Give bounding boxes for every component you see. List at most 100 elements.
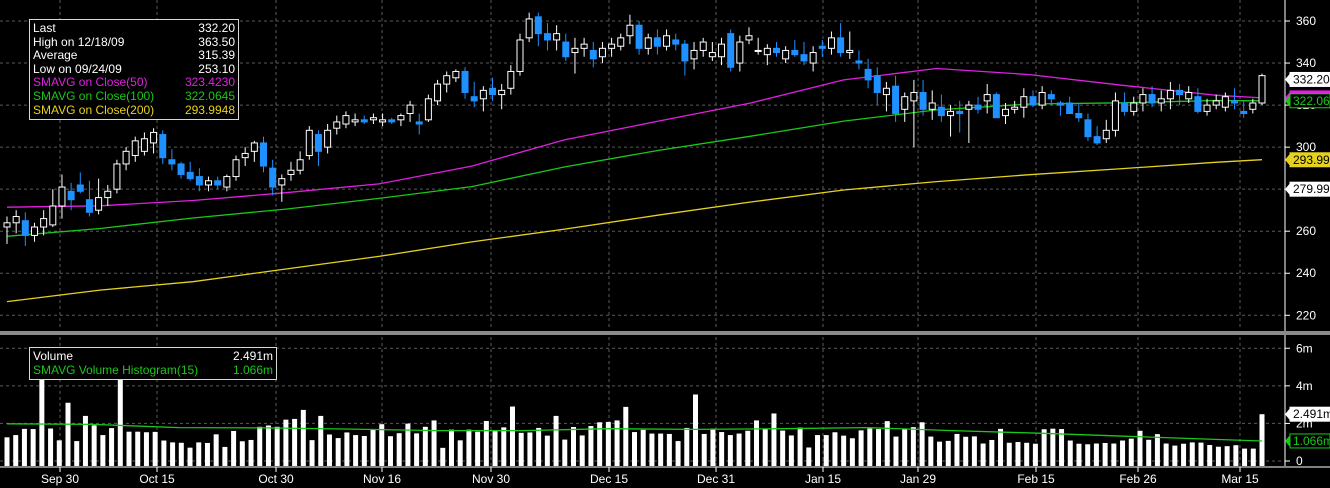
volume-bar — [1128, 438, 1134, 466]
candle-body — [617, 37, 625, 47]
price-marker-pointer — [1285, 183, 1290, 196]
candle-body — [3, 222, 11, 228]
candle-body — [443, 75, 451, 85]
candle-body — [415, 121, 423, 125]
legend-value: 1.066m — [232, 362, 273, 377]
candle-body — [983, 94, 991, 102]
candle-body — [1038, 91, 1046, 106]
volume-bar — [693, 394, 699, 466]
volume-avg-line — [6, 423, 1263, 442]
volume-bar — [1093, 443, 1099, 466]
legend-label: SMAVG Volume Histogram(15) — [33, 362, 199, 377]
candle-body — [150, 131, 158, 144]
volume-bar — [483, 420, 489, 466]
sma200-line — [6, 159, 1263, 303]
candle-body — [333, 121, 341, 129]
volume-bar — [457, 440, 463, 466]
candle-body — [1102, 129, 1110, 140]
legend-value: 293.9948 — [184, 102, 235, 117]
volume-bar — [13, 435, 19, 466]
volume-bar — [963, 436, 969, 466]
volume-bar — [414, 433, 420, 466]
candle-body — [305, 129, 313, 157]
candle-body — [562, 41, 570, 58]
volume-bar — [74, 441, 80, 466]
volume-bar — [309, 440, 315, 466]
volume-bar — [849, 438, 855, 466]
volume-bar — [82, 415, 88, 466]
candle-body — [947, 110, 955, 117]
y-tick-label: 340 — [1296, 56, 1316, 70]
volume-bar — [780, 430, 786, 466]
legend-row: Last 332.20 — [33, 21, 235, 36]
volume-bar — [1154, 434, 1160, 466]
candle-body — [571, 47, 579, 54]
volume-bar — [1207, 445, 1213, 466]
price-marker: 293.99 — [1293, 153, 1330, 167]
volume-bar — [876, 429, 882, 466]
sma50-line — [6, 67, 1263, 208]
volume-bar — [161, 440, 167, 466]
volume-bar — [152, 431, 158, 466]
candle-body — [250, 142, 258, 152]
candle-body — [58, 186, 66, 207]
volume-bar — [187, 447, 193, 466]
x-tick-label: Mar 15 — [1221, 472, 1259, 486]
candle-body — [259, 142, 267, 167]
candle-body — [818, 45, 826, 49]
volume-bar — [1172, 445, 1178, 466]
legend-value: 363.50 — [198, 34, 235, 49]
volume-bar — [1050, 428, 1056, 466]
volume-bar — [806, 447, 812, 466]
volume-bar — [971, 436, 977, 466]
legend-row: SMAVG Volume Histogram(15) 1.066m — [33, 362, 273, 378]
candle-body — [635, 24, 643, 49]
volume-bar — [21, 428, 27, 466]
legend-row: SMAVG on Close(200) 293.9948 — [33, 102, 235, 118]
volume-bar — [658, 433, 664, 466]
candle-body — [140, 138, 148, 152]
candle-body — [40, 218, 48, 228]
candle-body — [269, 167, 277, 188]
volume-bar — [448, 429, 454, 466]
candle-body — [937, 106, 945, 117]
candle-body — [626, 24, 634, 37]
volume-bar — [1250, 448, 1256, 466]
candle-body — [1194, 96, 1202, 112]
candle-body — [543, 33, 551, 41]
volume-bar — [1181, 443, 1187, 466]
volume-bar — [614, 420, 620, 466]
price-marker: 332.20 — [1293, 72, 1330, 86]
legend-value: 323.4230 — [184, 75, 235, 90]
candle-body — [424, 98, 432, 121]
volume-marker-box — [1289, 406, 1330, 422]
price-marker-box — [1289, 181, 1330, 197]
x-tick-label: Oct 15 — [139, 472, 175, 486]
volume-bar — [649, 433, 655, 466]
volume-bar — [100, 435, 106, 466]
price-marker: 279.99 — [1293, 182, 1330, 196]
volume-bar — [675, 441, 681, 466]
candle-body — [892, 85, 900, 115]
legend-label: High on 12/18/09 — [33, 34, 125, 49]
candle-body — [992, 94, 1000, 119]
x-tick-label: Feb 15 — [1017, 472, 1055, 486]
x-tick-label: Dec 31 — [697, 472, 735, 486]
volume-bar — [623, 406, 629, 466]
candle-body — [360, 119, 368, 123]
legend-row: SMAVG on Close(50) 323.4230 — [33, 76, 235, 90]
volume-bar — [248, 439, 254, 466]
volume-bar — [937, 441, 943, 466]
legend-label: SMAVG on Close(200) — [33, 102, 155, 117]
candle-body — [186, 171, 194, 180]
volume-bar — [300, 409, 306, 466]
volume-bar — [1137, 430, 1143, 466]
volume-bar — [344, 432, 350, 466]
candle-body — [122, 150, 130, 165]
candle-body — [434, 83, 442, 102]
volume-bar — [265, 425, 271, 466]
candle-body — [736, 41, 744, 64]
volume-bar — [475, 431, 481, 466]
volume-bar — [919, 422, 925, 466]
volume-bar — [701, 433, 707, 466]
